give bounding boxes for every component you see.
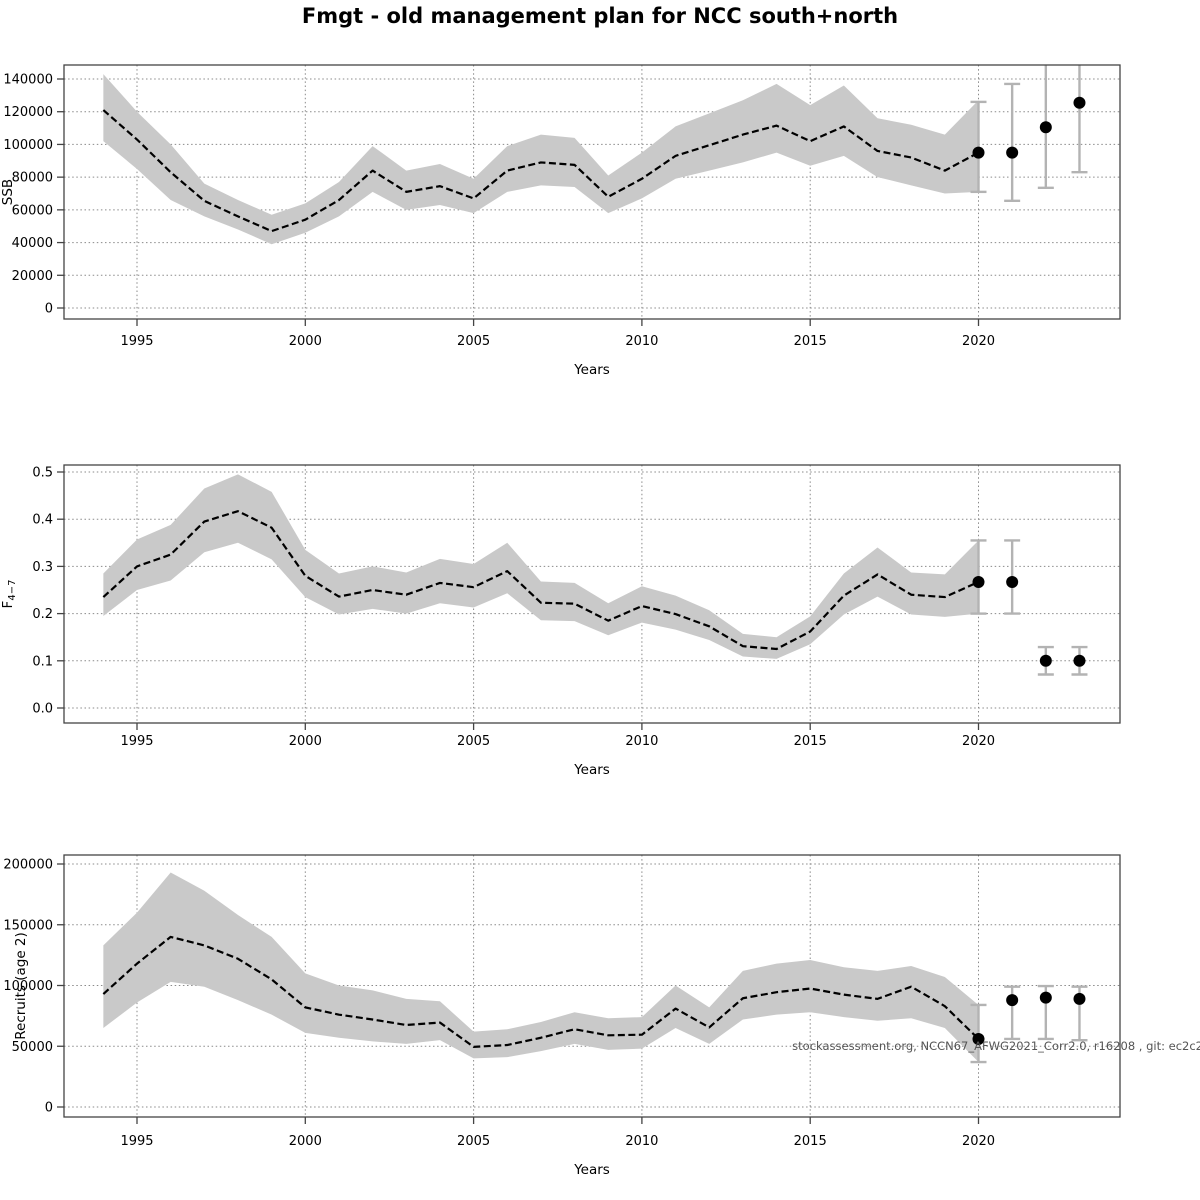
estimate-line [102, 510, 979, 651]
x-tick-label: 2020 [962, 1134, 995, 1149]
x-tick-label: 2005 [457, 334, 490, 349]
x-tick-label: 2005 [457, 734, 490, 749]
x-tick-label: 2000 [289, 734, 322, 749]
y-tick-label: 0 [45, 1101, 53, 1116]
y-tick-label: 0.2 [32, 607, 53, 622]
forecast-error-bars [970, 984, 1088, 1064]
forecast-points [972, 575, 1086, 667]
y-tick-label: 0.3 [32, 560, 53, 575]
plot-frame [63, 464, 1121, 724]
x-tick-label: 1995 [120, 1134, 153, 1149]
y-tick-label: 50000 [12, 1040, 53, 1055]
y-tick-label: 0.5 [32, 466, 53, 481]
estimate-line [102, 935, 980, 1048]
plot-frame [63, 854, 1121, 1118]
axis-ticks [57, 78, 980, 326]
y-tick-label: 140000 [3, 73, 53, 88]
forecast-error-bars [970, 539, 1088, 676]
years-axis-label: Years [573, 1162, 610, 1178]
y-tick-label: 20000 [12, 269, 53, 284]
figure-title: Fmgt - old management plan for NCC south… [301, 4, 899, 28]
axis-ticks [57, 471, 980, 730]
axis-ticks [57, 863, 980, 1124]
fishing-mortality-panel: 0.0 0.1 0.2 0.3 0.4 0.5 1995 2000 2005 2010 2015 20… [0, 464, 1121, 778]
x-tick-label: 1995 [120, 334, 153, 349]
ssb-axis-label: SSB [0, 179, 16, 205]
x-tick-label: 2005 [457, 1134, 490, 1149]
tick-labels: 0 50000 100000 150000 200000 1995 2000 2005 2010… [3, 858, 995, 1150]
forecast-points [972, 991, 1086, 1045]
y-tick-label: 80000 [12, 171, 53, 186]
confidence-band [103, 474, 979, 659]
y-tick-label: 40000 [12, 236, 53, 251]
x-tick-label: 2010 [625, 1134, 658, 1149]
x-tick-label: 2000 [289, 1134, 322, 1149]
forecast-error-bars [970, 65, 1088, 203]
y-tick-label: 100000 [3, 979, 53, 994]
x-tick-label: 2000 [289, 334, 322, 349]
confidence-band [103, 74, 979, 245]
y-tick-label: 120000 [3, 105, 53, 120]
gridlines [64, 855, 1120, 1117]
x-tick-label: 2020 [962, 334, 995, 349]
x-tick-label: 2010 [625, 334, 658, 349]
watermark-text: stockassessment.org, NCCN67_AFWG2021_Cor… [792, 1039, 1200, 1053]
f-axis-label: F4−7 [0, 580, 18, 609]
y-tick-label: 150000 [3, 918, 53, 933]
recruits-axis-label: Recruits (age 2) [13, 932, 29, 1040]
y-tick-label: 200000 [3, 858, 53, 873]
plot-frame [63, 64, 1121, 320]
y-tick-label: 0.0 [32, 702, 53, 717]
x-tick-label: 2015 [794, 734, 827, 749]
ssb-panel: 0 20000 40000 60000 80000 100000 120000 140000 1… [0, 64, 1121, 378]
forecast-points [972, 96, 1086, 159]
estimate-line [102, 109, 980, 233]
x-tick-label: 2020 [962, 734, 995, 749]
confidence-band [103, 872, 979, 1063]
y-tick-label: 0 [45, 302, 53, 317]
y-tick-label: 60000 [12, 203, 53, 218]
x-tick-label: 1995 [120, 734, 153, 749]
tick-labels: 0 20000 40000 60000 80000 100000 120000 140000 1… [3, 73, 995, 350]
recruits-panel: 0 50000 100000 150000 200000 1995 2000 2005 2010… [3, 854, 1121, 1178]
y-tick-label: 0.1 [32, 654, 53, 669]
tick-labels: 0.0 0.1 0.2 0.3 0.4 0.5 1995 2000 2005 2010 2015 20… [32, 466, 995, 750]
years-axis-label: Years [573, 762, 610, 778]
years-axis-label: Years [573, 362, 610, 378]
y-tick-label: 100000 [3, 138, 53, 153]
x-tick-label: 2015 [794, 334, 827, 349]
x-tick-label: 2010 [625, 734, 658, 749]
y-tick-label: 0.4 [32, 513, 53, 528]
x-tick-label: 2015 [794, 1134, 827, 1149]
